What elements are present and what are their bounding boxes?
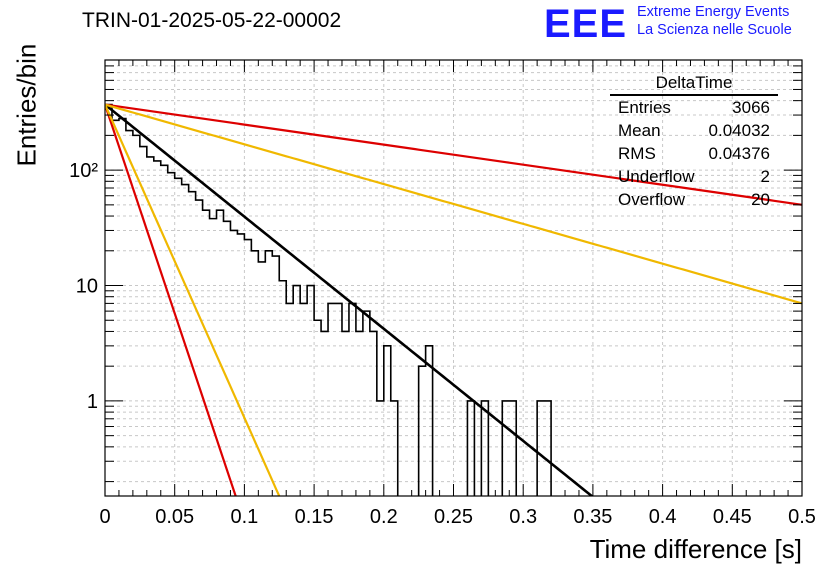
stats-value: 3066 (732, 98, 770, 117)
x-tick-label: 0 (99, 506, 110, 528)
stats-label: Underflow (618, 167, 695, 186)
y-tick-label: 1 (87, 391, 98, 413)
fit-line (105, 103, 802, 206)
stats-label: RMS (618, 144, 656, 163)
y-axis-label: Entries/bin (11, 43, 42, 167)
histogram-steps (105, 103, 552, 496)
x-axis-label: Time difference [s] (589, 534, 802, 564)
stats-value: 0.04376 (708, 144, 770, 163)
stats-value: 20 (751, 190, 770, 209)
stats-row-underflow: Underflow 2 (610, 165, 778, 188)
fit-line (105, 103, 594, 496)
fit-line (105, 104, 237, 496)
stats-label: Entries (618, 98, 671, 117)
x-tick-label: 0.3 (509, 506, 537, 528)
stats-row-rms: RMS 0.04376 (610, 142, 778, 165)
stats-value: 2 (760, 167, 770, 186)
stats-title: DeltaTime (610, 73, 778, 96)
stats-value: 0.04032 (708, 121, 770, 140)
x-tick-label: 0.1 (230, 506, 258, 528)
eee-logo-line2: La Scienza nelle Scuole (637, 22, 792, 38)
eee-logo: EEE (544, 2, 628, 46)
x-tick-label: 0.4 (649, 506, 677, 528)
y-tick-label: 10² (69, 160, 98, 182)
y-tick-label: 10 (76, 276, 98, 298)
x-tick-label: 0.35 (573, 506, 612, 528)
eee-logo-line1: Extreme Energy Events (637, 4, 790, 20)
x-tick-label: 0.15 (295, 506, 334, 528)
x-tick-label: 0.2 (370, 506, 398, 528)
stats-row-overflow: Overflow 20 (610, 188, 778, 211)
stats-box: DeltaTime Entries 3066 Mean 0.04032 RMS … (610, 73, 778, 211)
stats-row-mean: Mean 0.04032 (610, 119, 778, 142)
x-tick-label: 0.5 (788, 506, 816, 528)
x-tick-label: 0.45 (713, 506, 752, 528)
plot-title: TRIN-01-2025-05-22-00002 (82, 9, 342, 32)
fit-line (105, 104, 281, 496)
x-tick-label: 0.05 (155, 506, 194, 528)
x-tick-label: 0.25 (434, 506, 473, 528)
stats-row-entries: Entries 3066 (610, 96, 778, 119)
fit-line (105, 103, 802, 305)
stats-label: Overflow (618, 190, 686, 209)
stats-label: Mean (618, 121, 661, 140)
